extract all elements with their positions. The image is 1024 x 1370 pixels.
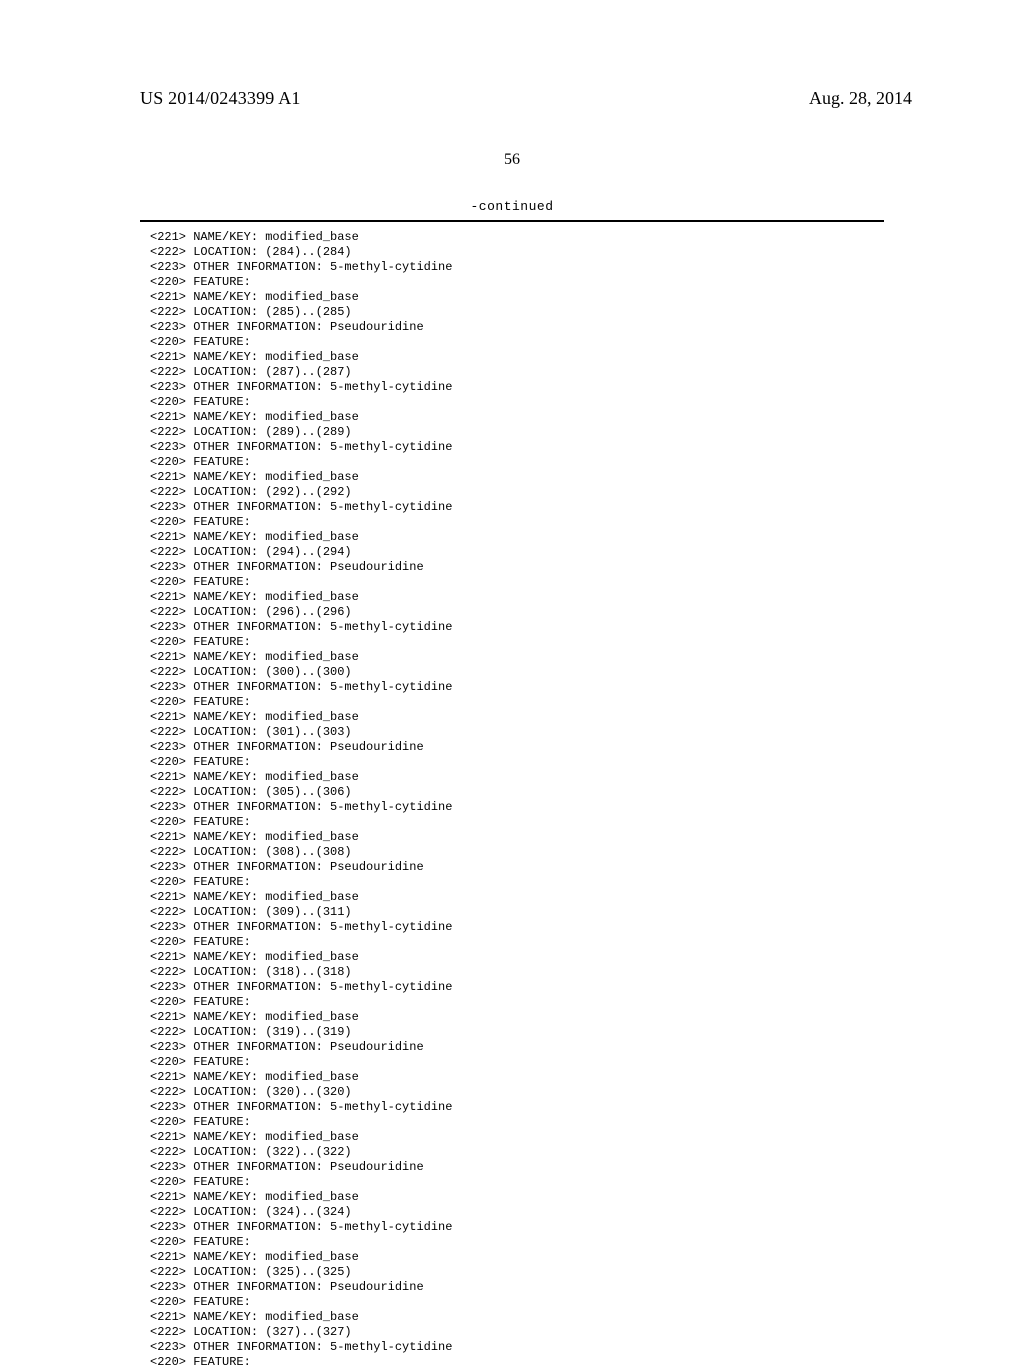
publication-date: Aug. 28, 2014 (809, 88, 912, 109)
page-header: US 2014/0243399 A1 Aug. 28, 2014 (0, 88, 1024, 109)
page-number: 56 (0, 151, 1024, 169)
section-rule (140, 220, 884, 222)
sequence-listing: <221> NAME/KEY: modified_base <222> LOCA… (0, 230, 1024, 1370)
patent-page: US 2014/0243399 A1 Aug. 28, 2014 56 -con… (0, 0, 1024, 1320)
publication-number: US 2014/0243399 A1 (140, 88, 301, 109)
continued-label: -continued (0, 199, 1024, 214)
rule-container (0, 220, 1024, 222)
